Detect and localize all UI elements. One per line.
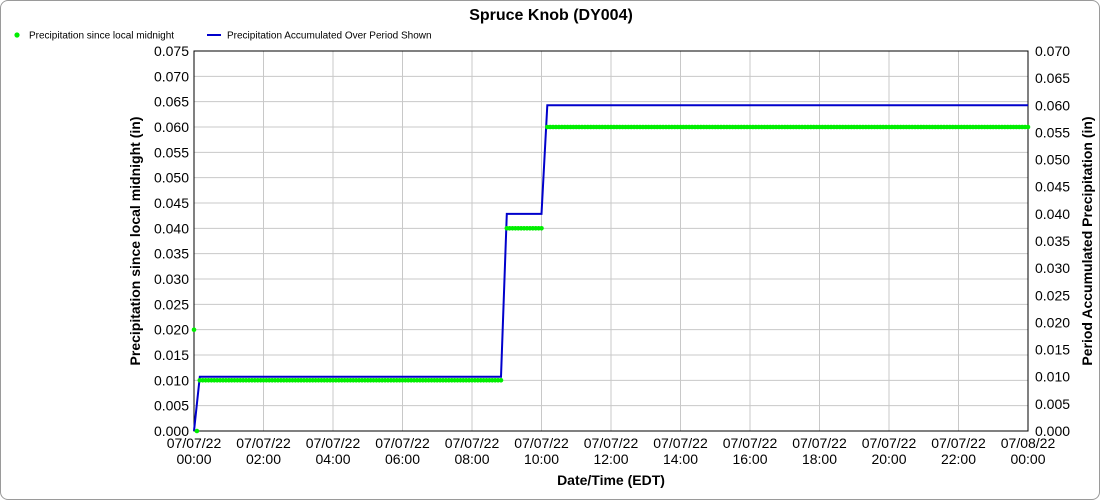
data-point — [1025, 124, 1031, 130]
y-tick-left-label: 0.010 — [154, 372, 189, 388]
y-tick-right-label: 0.035 — [1035, 233, 1070, 249]
x-tick-time-label: 00:00 — [1010, 451, 1045, 467]
y-tick-right-label: 0.010 — [1035, 369, 1070, 385]
x-tick-time-label: 00:00 — [176, 451, 211, 467]
x-tick-date-label: 07/07/22 — [514, 435, 569, 451]
x-tick-time-label: 12:00 — [593, 451, 628, 467]
y-tick-left-label: 0.015 — [154, 347, 189, 363]
y-tick-left-label: 0.060 — [154, 119, 189, 135]
x-tick-time-label: 04:00 — [315, 451, 350, 467]
y-tick-left-label: 0.025 — [154, 296, 189, 312]
y-tick-left-label: 0.030 — [154, 271, 189, 287]
series-line-accumulated — [193, 104, 1028, 432]
y-tick-right-label: 0.040 — [1035, 206, 1070, 222]
legend-label-accumulated: Precipitation Accumulated Over Period Sh… — [227, 31, 432, 42]
x-tick-date-label: 07/07/22 — [306, 435, 361, 451]
series-midnight — [191, 124, 1031, 434]
x-tick-date-label: 07/07/22 — [584, 435, 639, 451]
y-tick-right-label: 0.000 — [1035, 423, 1070, 439]
x-tick-date-label: 07/07/22 — [862, 435, 917, 451]
x-tick-date-label: 07/07/22 — [236, 435, 291, 451]
y-tick-left-label: 0.075 — [154, 43, 189, 59]
y-tick-right-label: 0.045 — [1035, 179, 1070, 195]
x-tick-date-label: 07/07/22 — [931, 435, 986, 451]
data-point — [194, 428, 200, 434]
y-axis-right: 0.000 0.005 0.010 0.015 0.020 0.025 0.030 0.035… — [1035, 43, 1070, 439]
x-tick-time-label: 22:00 — [941, 451, 976, 467]
x-tick-date-label: 07/07/22 — [792, 435, 847, 451]
y-tick-left-label: 0.070 — [154, 68, 189, 84]
x-tick-time-label: 14:00 — [663, 451, 698, 467]
y-axis-left: 0.000 0.005 0.010 0.015 0.020 0.025 0.030 0.035… — [154, 43, 189, 439]
y-tick-left-label: 0.045 — [154, 195, 189, 211]
y-tick-left-label: 0.055 — [154, 144, 189, 160]
y-tick-right-label: 0.015 — [1035, 342, 1070, 358]
x-tick-date-label: 07/07/22 — [653, 435, 708, 451]
x-tick-date-label: 07/07/22 — [723, 435, 778, 451]
x-tick-date-label: 07/08/22 — [1001, 435, 1056, 451]
y-tick-left-label: 0.065 — [154, 94, 189, 110]
x-tick-time-label: 16:00 — [732, 451, 767, 467]
y-tick-left-label: 0.040 — [154, 220, 189, 236]
series-accumulated — [193, 104, 1028, 432]
x-tick-time-label: 18:00 — [802, 451, 837, 467]
x-axis-title: Date/Time (EDT) — [557, 472, 665, 488]
y-tick-left-label: 0.005 — [154, 398, 189, 414]
x-tick-date-label: 07/07/22 — [375, 435, 430, 451]
y-tick-right-label: 0.070 — [1035, 43, 1070, 59]
x-tick-time-label: 10:00 — [524, 451, 559, 467]
grid — [194, 51, 1028, 431]
x-tick-time-label: 20:00 — [871, 451, 906, 467]
y-tick-left-label: 0.020 — [154, 322, 189, 338]
y-tick-right-label: 0.050 — [1035, 152, 1070, 168]
plot-area — [193, 50, 1029, 432]
x-axis: 07/07/2200:0007/07/2202:0007/07/2204:000… — [167, 435, 1056, 467]
y-tick-right-label: 0.005 — [1035, 396, 1070, 412]
y-tick-right-label: 0.065 — [1035, 70, 1070, 86]
y-tick-left-label: 0.000 — [154, 423, 189, 439]
y-tick-right-label: 0.055 — [1035, 124, 1070, 140]
x-tick-time-label: 06:00 — [385, 451, 420, 467]
y-tick-left-label: 0.035 — [154, 246, 189, 262]
x-tick-date-label: 07/07/22 — [167, 435, 222, 451]
data-point — [191, 327, 197, 333]
y-axis-left-title: Precipitation since local midnight (in) — [127, 117, 143, 366]
legend: Precipitation since local midnight Preci… — [14, 31, 432, 42]
y-axis-right-title: Period Accumulated Precipitation (in) — [1079, 116, 1095, 365]
y-tick-right-label: 0.060 — [1035, 97, 1070, 113]
y-tick-left-label: 0.050 — [154, 170, 189, 186]
legend-label-midnight: Precipitation since local midnight — [29, 31, 174, 42]
x-tick-date-label: 07/07/22 — [445, 435, 500, 451]
data-point — [539, 226, 544, 231]
y-tick-right-label: 0.020 — [1035, 314, 1070, 330]
legend-swatch-points — [14, 32, 20, 38]
data-point — [498, 378, 504, 383]
chart-title: Spruce Knob (DY004) — [469, 7, 633, 24]
x-tick-time-label: 08:00 — [454, 451, 489, 467]
y-tick-right-label: 0.025 — [1035, 287, 1070, 303]
y-tick-right-label: 0.030 — [1035, 260, 1070, 276]
x-tick-time-label: 02:00 — [246, 451, 281, 467]
